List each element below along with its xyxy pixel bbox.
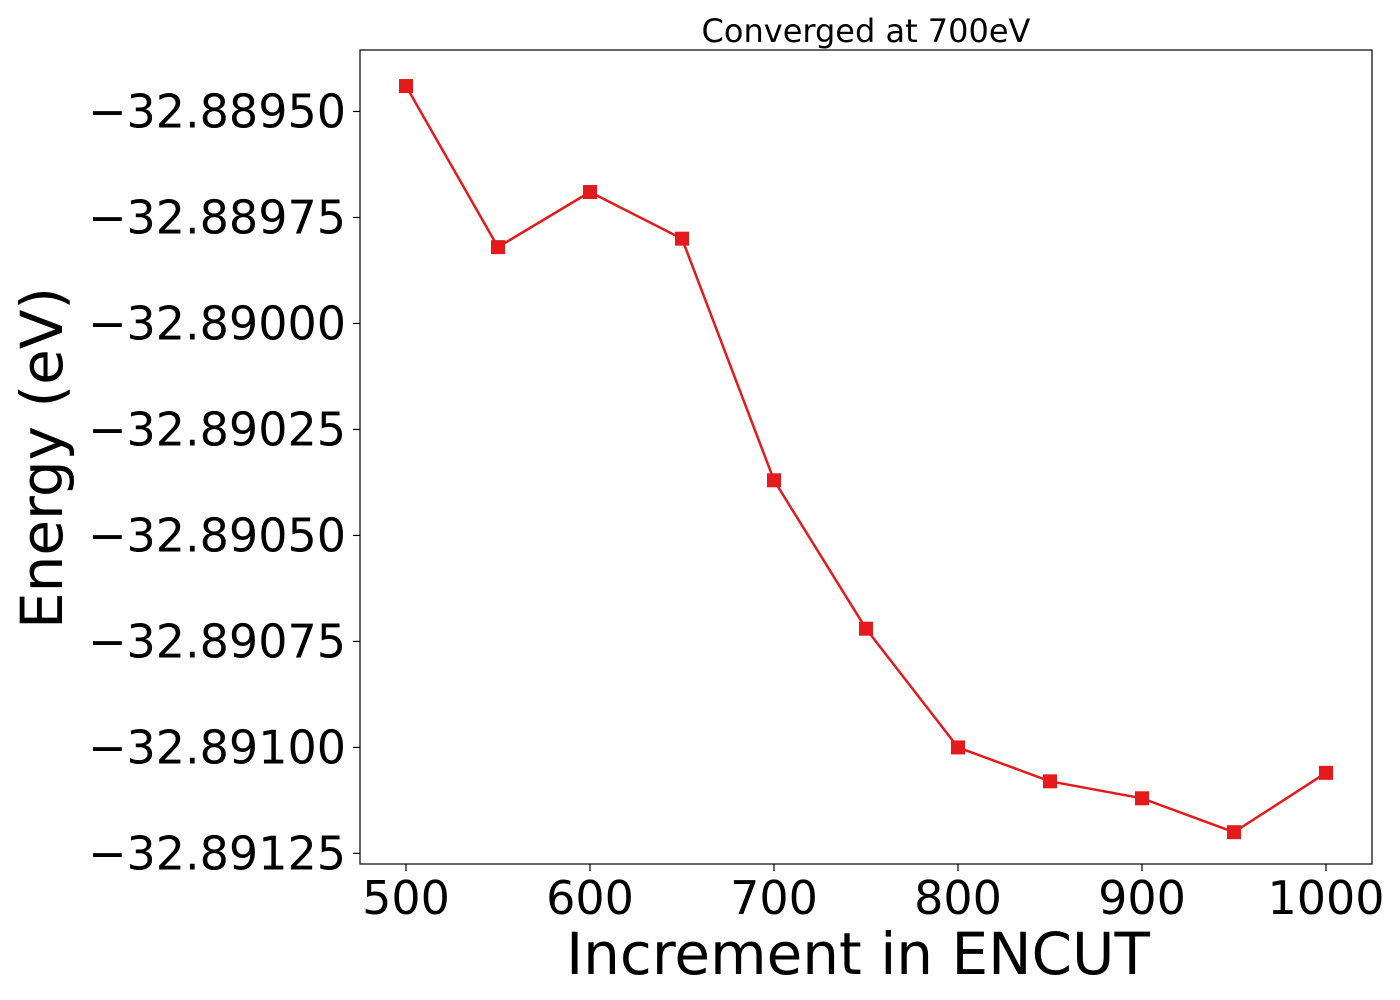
data-point-marker <box>951 740 965 755</box>
y-axis: −32.88950 −32.88975 −32.89000 −32.89025 −32.… <box>88 84 360 880</box>
data-point-marker <box>1043 774 1057 789</box>
x-tick-label: 1000 <box>1267 871 1384 925</box>
data-point-marker <box>583 185 597 200</box>
y-tick-label: −32.89050 <box>88 508 346 562</box>
plot-area-frame <box>359 49 1373 865</box>
x-axis-label: Increment in ENCUT <box>566 920 1150 988</box>
y-tick-label: −32.88950 <box>88 84 346 138</box>
data-point-marker <box>859 621 873 636</box>
y-axis-label: Energy (eV) <box>8 287 76 629</box>
y-tick-label: −32.88975 <box>88 190 346 244</box>
x-tick-label: 900 <box>1098 871 1186 925</box>
data-point-marker <box>399 79 413 94</box>
x-tick-label: 800 <box>914 871 1002 925</box>
x-axis: 500 600 700 800 900 1000 <box>362 864 1385 925</box>
data-point-marker <box>1227 825 1241 840</box>
series-line <box>404 85 1327 834</box>
data-point-marker <box>491 240 505 255</box>
data-point-marker <box>767 473 781 488</box>
y-tick-label: −32.89025 <box>88 402 346 456</box>
y-tick-label: −32.89125 <box>88 826 346 880</box>
data-point-marker <box>675 231 689 246</box>
data-point-marker <box>1319 765 1333 780</box>
y-tick-label: −32.89000 <box>88 296 346 350</box>
data-point-marker <box>1135 791 1149 806</box>
y-tick-label: −32.89100 <box>88 720 346 774</box>
x-tick-label: 600 <box>546 871 634 925</box>
series-group <box>399 79 1333 840</box>
y-tick-label: −32.89075 <box>88 614 346 668</box>
chart-title: Converged at 700eV <box>702 12 1031 50</box>
x-tick-label: 700 <box>730 871 818 925</box>
x-tick-label: 500 <box>362 871 450 925</box>
